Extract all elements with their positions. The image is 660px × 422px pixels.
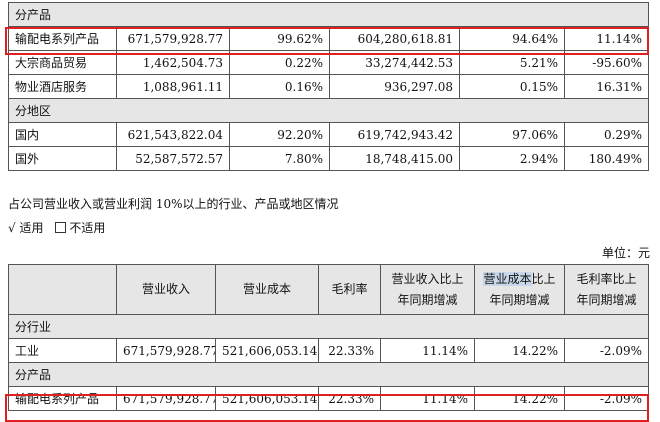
cell: 1,462,504.73 (116, 50, 230, 75)
header-row: 营业收入 营业成本 毛利率 营业收入比上年同期增减 营业成本比上年同期增减 毛利… (8, 264, 649, 315)
table-row: 输配电系列产品 671,579,928.77 521,606,053.14 22… (8, 386, 649, 411)
cell: 619,742,943.42 (329, 122, 460, 147)
header-cell: 毛利率 (318, 264, 381, 315)
cell: 0.22% (229, 50, 330, 75)
cell: 2.94% (459, 146, 565, 171)
row-label: 大宗商品贸易 (8, 50, 117, 75)
selected-text: 营业成本 (483, 271, 532, 286)
section-label: 分产品 (8, 362, 649, 387)
applicable-label: 适用 (19, 221, 44, 235)
cell: 7.80% (229, 146, 330, 171)
cell: 18,748,415.00 (329, 146, 460, 171)
bottom-table: 营业收入 营业成本 毛利率 营业收入比上年同期增减 营业成本比上年同期增减 毛利… (8, 264, 649, 411)
table-row: 国内 621,543,822.04 92.20% 619,742,943.42 … (8, 122, 650, 147)
table-row: 工业 671,579,928.77 521,606,053.14 22.33% … (8, 338, 649, 363)
cell: 52,587,572.57 (116, 146, 230, 171)
checkbox-empty-icon (55, 222, 67, 233)
cell: 11.14% (380, 338, 475, 363)
paragraph-text: 占公司营业收入或营业利润 10%以上的行业、产品或地区情况 (8, 197, 339, 211)
cell: 92.20% (229, 122, 330, 147)
header-cell: 营业收入 (116, 264, 216, 315)
cell: 22.33% (318, 338, 381, 363)
cell: 94.64% (459, 26, 565, 51)
cell: 11.14% (380, 386, 475, 411)
cell: 14.22% (474, 338, 565, 363)
cell: 521,606,053.14 (215, 386, 319, 411)
top-table: 分产品 输配电系列产品 671,579,928.77 99.62% 604,28… (7, 2, 650, 171)
row-label: 物业酒店服务 (8, 74, 117, 99)
cell: 0.29% (563, 122, 650, 147)
header-cell: 营业成本比上年同期增减 (474, 264, 565, 315)
cell: 521,606,053.14 (215, 338, 319, 363)
cell: 1,088,961.11 (116, 74, 230, 99)
header-empty (8, 264, 117, 315)
cell: 671,579,928.77 (116, 26, 230, 51)
cell: 0.16% (229, 74, 330, 99)
table-row: 物业酒店服务 1,088,961.11 0.16% 936,297.08 0.1… (8, 74, 650, 99)
cell: 621,543,822.04 (116, 122, 230, 147)
cell: 14.22% (474, 386, 565, 411)
cell: 11.14% (563, 26, 650, 51)
applicability-options: √ 适用 不适用 (8, 219, 105, 236)
row-label: 国内 (8, 122, 117, 147)
cell: 671,579,928.77 (116, 338, 216, 363)
cell: 5.21% (459, 50, 565, 75)
checkmark-icon: √ (8, 221, 16, 235)
cell: 97.06% (459, 122, 565, 147)
row-label: 输配电系列产品 (8, 386, 117, 411)
unit-label: 单位：元 (601, 246, 650, 260)
table-row: 国外 52,587,572.57 7.80% 18,748,415.00 2.9… (8, 146, 650, 171)
not-applicable-label: 不适用 (69, 221, 106, 235)
cell: 33,274,442.53 (329, 50, 460, 75)
cell: 936,297.08 (329, 74, 460, 99)
section-row: 分产品 (8, 362, 649, 387)
section-row: 分行业 (8, 314, 649, 339)
section-label: 分地区 (7, 98, 650, 123)
cell: -2.09% (564, 386, 649, 411)
section-row: 分地区 (7, 98, 650, 123)
row-label: 国外 (8, 146, 117, 171)
section-label: 分行业 (8, 314, 649, 339)
header-cell: 营业成本 (215, 264, 319, 315)
row-label: 工业 (8, 338, 117, 363)
section-row: 分产品 (7, 2, 650, 27)
cell: 604,280,618.81 (329, 26, 460, 51)
table-row: 输配电系列产品 671,579,928.77 99.62% 604,280,61… (8, 26, 650, 51)
cell: 99.62% (229, 26, 330, 51)
cell: 0.15% (459, 74, 565, 99)
cell: 180.49% (563, 146, 650, 171)
cell: 16.31% (563, 74, 650, 99)
section-label: 分产品 (7, 2, 650, 27)
cell: 22.33% (318, 386, 381, 411)
header-cell: 毛利率比上年同期增减 (564, 264, 649, 315)
row-label: 输配电系列产品 (8, 26, 117, 51)
cell: 671,579,928.77 (116, 386, 216, 411)
table-row: 大宗商品贸易 1,462,504.73 0.22% 33,274,442.53 … (8, 50, 650, 75)
header-cell: 营业收入比上年同期增减 (380, 264, 475, 315)
cell: -2.09% (564, 338, 649, 363)
cell: -95.60% (563, 50, 650, 75)
header-text: 比上年同期增减 (489, 271, 556, 307)
